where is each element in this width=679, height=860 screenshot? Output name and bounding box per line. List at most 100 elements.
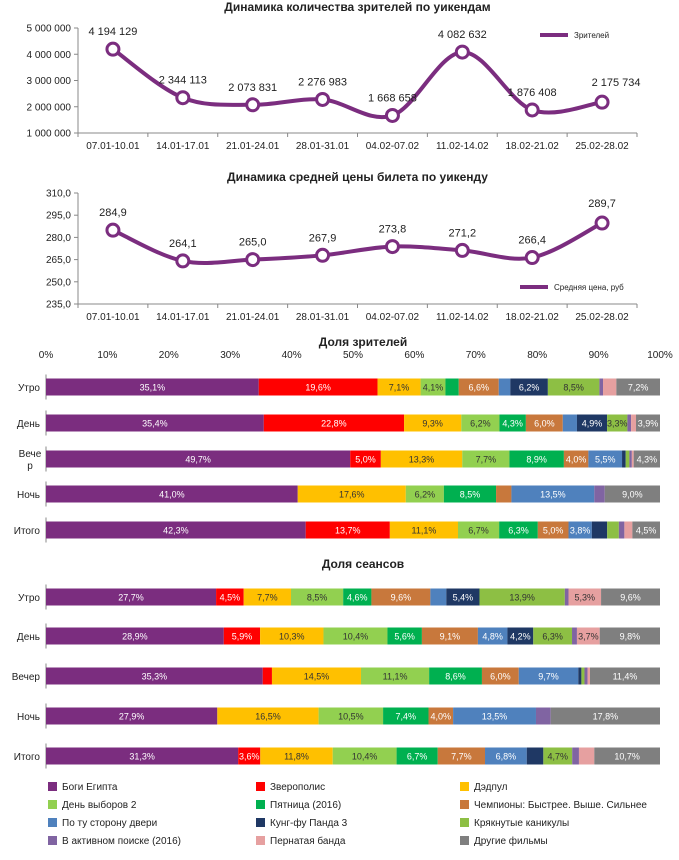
bar-segment — [360, 667, 430, 685]
legend-swatch — [460, 782, 469, 791]
bar-segment — [535, 707, 551, 725]
bar-segment — [547, 378, 600, 396]
bar-segment — [632, 521, 660, 539]
data-label: 2 175 734 — [592, 77, 641, 89]
bar-segment — [591, 521, 608, 539]
legend-item: Пернатая банда — [270, 835, 346, 847]
segment-label: 8,6% — [445, 672, 466, 682]
segment-label: 9,7% — [538, 672, 559, 682]
bar-segment — [479, 588, 565, 606]
segment-label: 6,2% — [470, 419, 491, 429]
x-tick-label: 21.01-24.01 — [226, 312, 280, 323]
segment-label: 9,1% — [440, 632, 461, 642]
bar-segment — [576, 414, 608, 432]
data-label: 2 073 831 — [228, 82, 277, 94]
y-tick-label: 295,0 — [46, 211, 71, 222]
segment-label: 13,7% — [335, 526, 361, 536]
bar-segment — [581, 667, 585, 685]
segment-label: 6,2% — [519, 383, 540, 393]
data-point — [384, 107, 400, 123]
y-tick-label: 3 000 000 — [27, 76, 72, 87]
segment-label: 3,7% — [578, 632, 599, 642]
bar-segment — [578, 747, 595, 765]
bar-segment — [588, 450, 623, 468]
bar-segment — [631, 414, 637, 432]
segment-label: 27,7% — [118, 593, 144, 603]
bar-segment — [420, 378, 446, 396]
segment-label: 13,5% — [540, 490, 566, 500]
data-label: 2 344 113 — [159, 75, 207, 87]
segment-label: 7,2% — [628, 383, 649, 393]
bar-segment — [629, 450, 632, 468]
segment-label: 4,8% — [482, 632, 503, 642]
legend-swatch — [48, 782, 57, 791]
bar-segment — [297, 485, 406, 503]
bar-segment — [587, 667, 591, 685]
segment-label: 42,3% — [163, 526, 189, 536]
segment-label: 4,5% — [636, 526, 657, 536]
bar-segment — [216, 588, 244, 606]
segment-label: 4,6% — [347, 593, 368, 603]
segment-label: 6,6% — [469, 383, 490, 393]
bar-segment — [437, 747, 486, 765]
x-tick-label: 18.02-21.02 — [505, 141, 559, 152]
legend-item: Боги Египта — [62, 782, 118, 793]
bar-segment — [46, 588, 217, 606]
x-tick-label: 04.02-07.02 — [366, 312, 420, 323]
segment-label: 4,3% — [502, 419, 523, 429]
bar-segment — [371, 588, 431, 606]
segment-label: 4,9% — [582, 419, 603, 429]
x-tick-label: 30% — [220, 350, 240, 361]
bar-segment — [510, 378, 548, 396]
legend-label: Зрителей — [574, 31, 609, 40]
bar-segment — [594, 747, 660, 765]
segment-label: 6,7% — [468, 526, 489, 536]
bar-segment — [543, 747, 573, 765]
bar-segment — [496, 485, 512, 503]
legend-swatch — [256, 836, 265, 845]
bar-segment — [46, 707, 218, 725]
legend-label: Средняя цена, руб — [554, 283, 624, 292]
segment-label: 13,3% — [409, 455, 435, 465]
bar-segment — [562, 414, 577, 432]
bar-segment — [485, 747, 527, 765]
x-tick-label: 14.01-17.01 — [156, 141, 210, 152]
x-tick-label: 07.01-10.01 — [86, 312, 140, 323]
bar-segment — [601, 588, 660, 606]
segment-label: 13,5% — [482, 712, 508, 722]
legend-item: По ту сторону двери — [62, 818, 157, 829]
bar-segment — [624, 521, 633, 539]
segment-label: 35,3% — [142, 672, 168, 682]
bar-segment — [445, 378, 459, 396]
segment-label: 31,3% — [129, 752, 155, 762]
bar-segment — [462, 450, 510, 468]
x-tick-label: 80% — [527, 350, 547, 361]
bar-segment — [46, 450, 351, 468]
y-tick-label: 1 000 000 — [27, 129, 72, 140]
bar-segment — [625, 450, 630, 468]
data-label: 284,9 — [99, 207, 127, 219]
segment-label: 13,9% — [509, 593, 535, 603]
bar-segment — [260, 627, 324, 645]
row-label: Утро — [18, 383, 40, 394]
segment-label: 7,4% — [396, 712, 417, 722]
data-label: 289,7 — [588, 198, 616, 210]
segment-label: 6,3% — [508, 526, 529, 536]
data-point — [245, 97, 261, 113]
x-tick-label: 100% — [647, 350, 673, 361]
segment-label: 8,5% — [307, 593, 328, 603]
bar-segment — [421, 627, 478, 645]
segment-label: 7,7% — [257, 593, 278, 603]
chart-title: Доля сеансов — [322, 557, 404, 571]
bar-segment — [260, 747, 333, 765]
bar-segment — [243, 588, 291, 606]
segment-label: 4,5% — [220, 593, 241, 603]
bar-segment — [46, 747, 239, 765]
data-point — [245, 252, 261, 268]
bar-segment — [507, 627, 534, 645]
y-tick-label: 280,0 — [46, 233, 71, 244]
bar-segment — [323, 627, 388, 645]
legend-swatch — [460, 836, 469, 845]
y-tick-label: 235,0 — [46, 300, 71, 311]
bar-segment — [568, 521, 592, 539]
